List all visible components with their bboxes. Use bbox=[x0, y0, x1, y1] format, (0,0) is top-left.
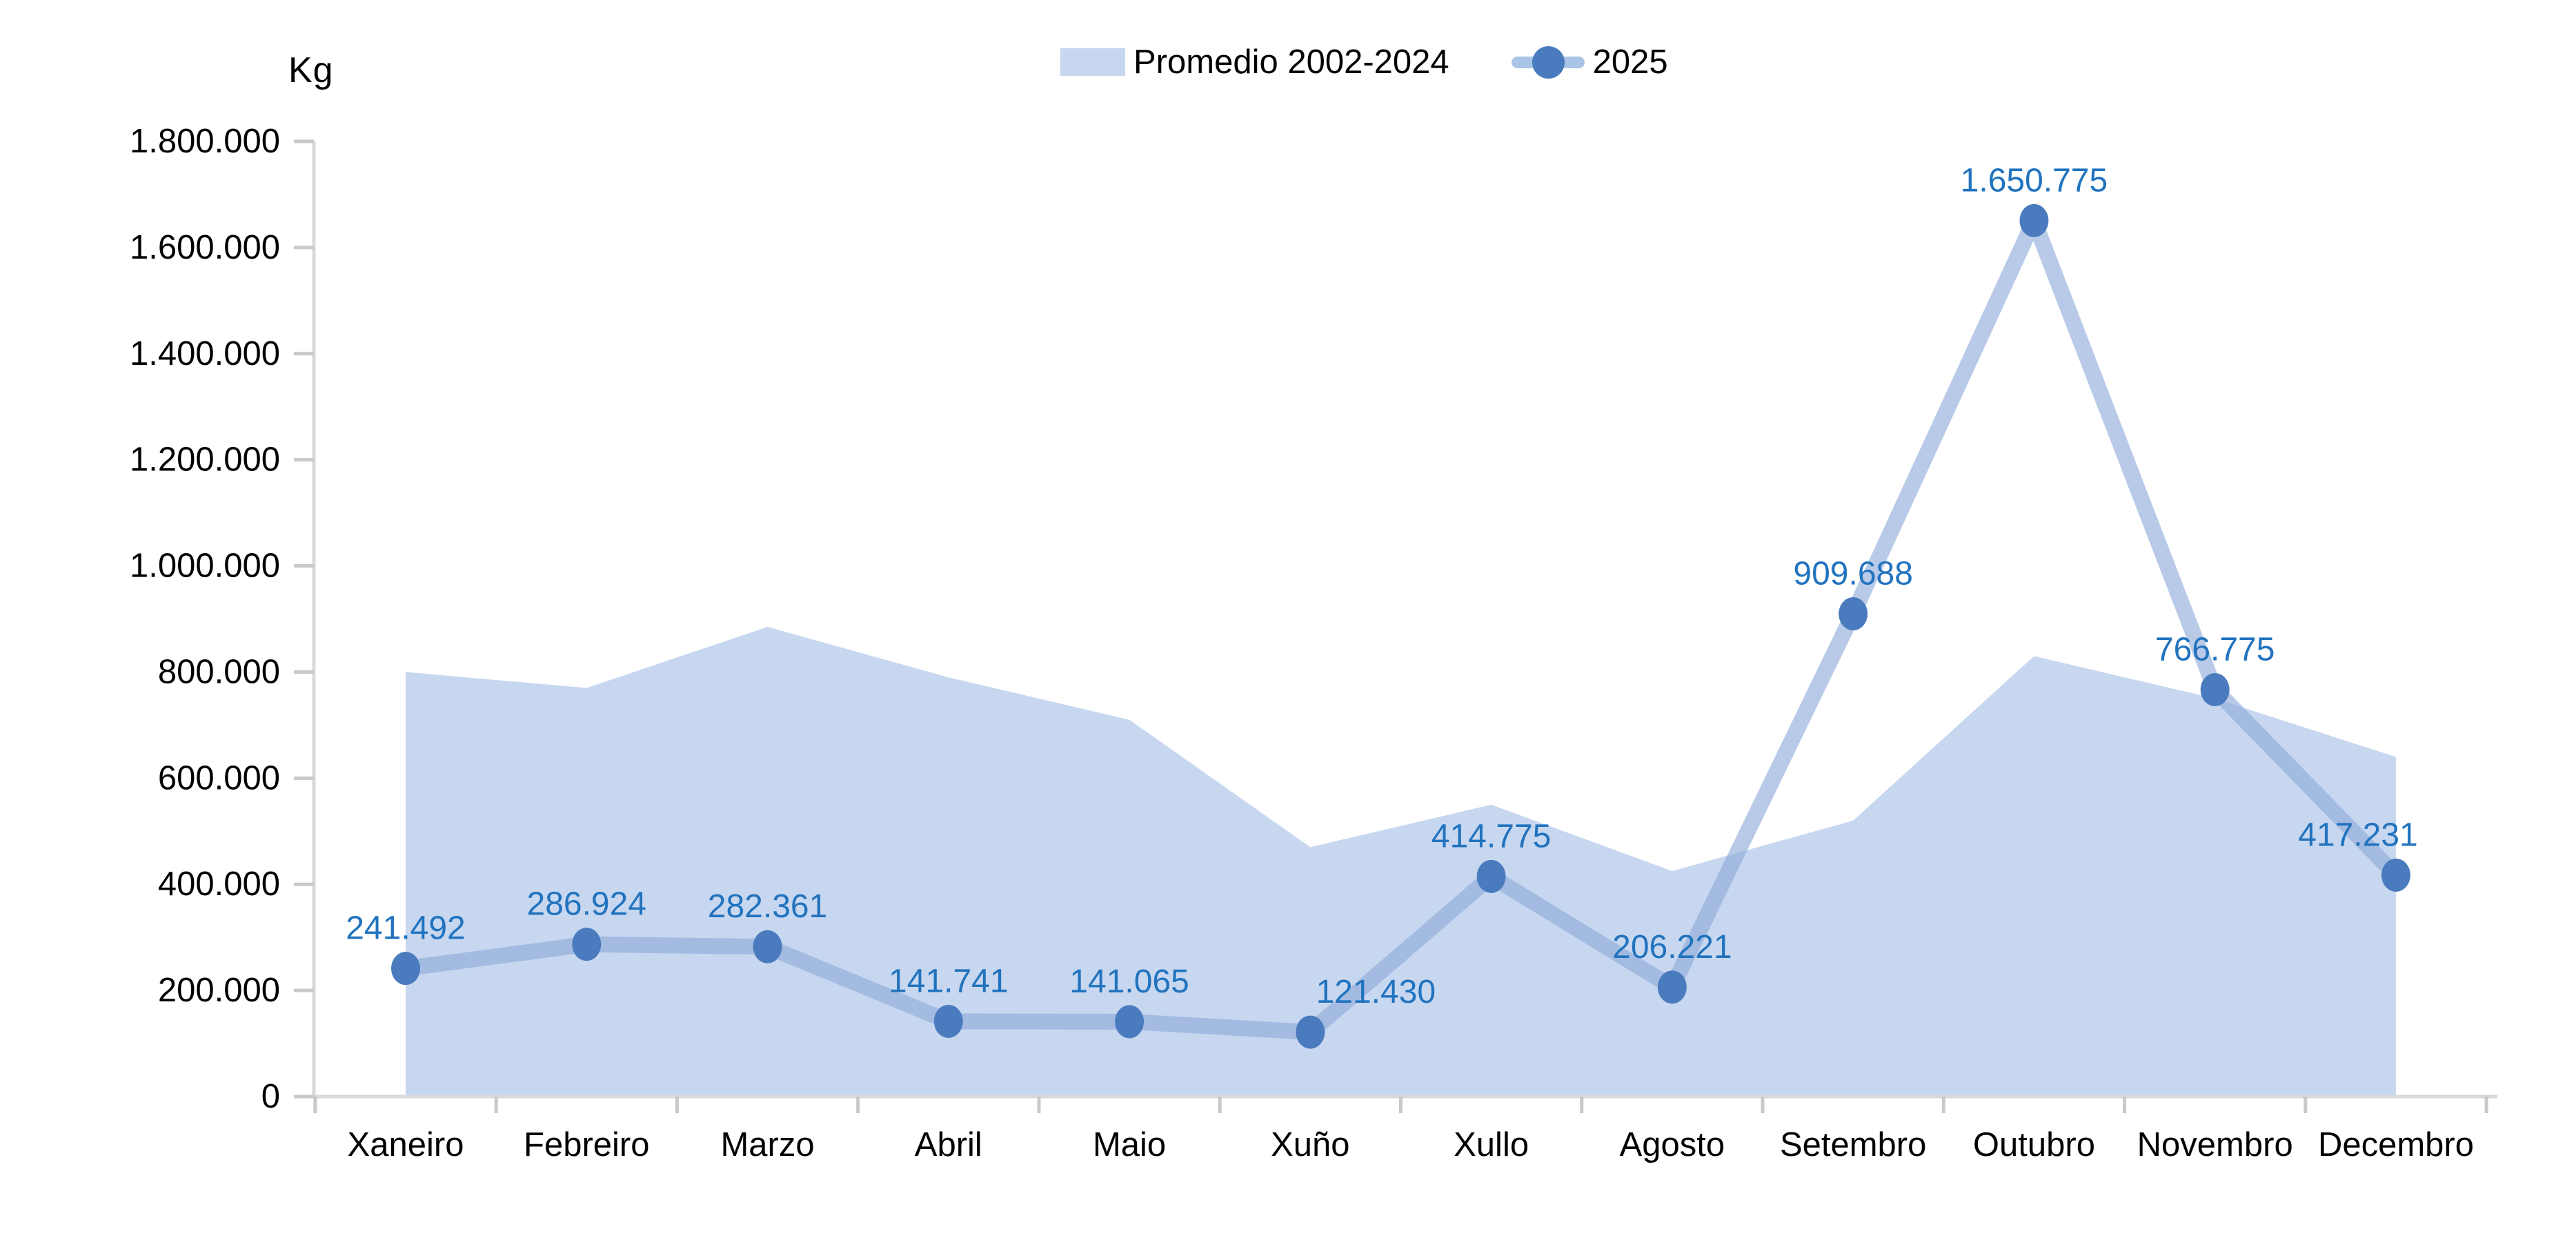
data-point-marker-decembro[interactable] bbox=[2381, 858, 2410, 892]
data-label-marzo: 282.361 bbox=[708, 888, 828, 925]
legend-item-promedio[interactable]: Promedio 2002-2024 bbox=[1060, 43, 1449, 81]
y-tick-label: 1.600.000 bbox=[130, 229, 280, 266]
legend-label-2025: 2025 bbox=[1592, 43, 1668, 81]
y-tick-label: 1.200.000 bbox=[130, 441, 280, 479]
data-label-outubro: 1.650.775 bbox=[1961, 162, 2108, 199]
data-label-setembro: 909.688 bbox=[1793, 556, 1913, 592]
y-tick-label: 400.000 bbox=[158, 866, 280, 903]
data-point-marker-agosto[interactable] bbox=[1657, 970, 1687, 1004]
data-label-febreiro: 286.924 bbox=[527, 886, 647, 923]
data-label-xullo: 414.775 bbox=[1431, 818, 1552, 854]
y-tick-label: 800.000 bbox=[158, 653, 280, 690]
data-label-agosto: 206.221 bbox=[1612, 929, 1732, 966]
data-label-abril: 141.741 bbox=[889, 963, 1009, 999]
data-label-xaneiro: 241.492 bbox=[346, 910, 466, 947]
x-category-label: Febreiro bbox=[524, 1126, 649, 1163]
y-axis-title: Kg bbox=[288, 50, 334, 90]
x-category-label: Xullo bbox=[1454, 1126, 1529, 1163]
x-category-label: Xaneiro bbox=[348, 1126, 464, 1163]
x-category-label: Agosto bbox=[1620, 1126, 1725, 1163]
x-category-label: Xuño bbox=[1271, 1126, 1349, 1163]
data-point-marker-setembro[interactable] bbox=[1839, 597, 1868, 631]
data-point-marker-febreiro[interactable] bbox=[572, 928, 602, 961]
data-point-marker-marzo[interactable] bbox=[753, 930, 782, 963]
y-tick-label: 1.800.000 bbox=[130, 123, 280, 160]
data-point-marker-abril[interactable] bbox=[933, 1004, 963, 1038]
data-point-marker-xaneiro[interactable] bbox=[391, 952, 420, 986]
x-category-label: Setembro bbox=[1780, 1126, 1926, 1163]
x-category-label: Maio bbox=[1093, 1126, 1166, 1163]
y-tick-label: 0 bbox=[261, 1078, 280, 1115]
x-category-label: Abril bbox=[915, 1126, 982, 1163]
data-point-marker-maio[interactable] bbox=[1115, 1005, 1145, 1039]
data-label-novembro: 766.775 bbox=[2155, 632, 2275, 668]
y-tick-label: 1.400.000 bbox=[130, 335, 280, 372]
legend-item-2025[interactable]: 2025 bbox=[1511, 43, 1668, 81]
data-point-marker-outubro[interactable] bbox=[2019, 203, 2049, 237]
data-label-decembro: 417.231 bbox=[2298, 817, 2418, 853]
line-marker-swatch-icon bbox=[1511, 46, 1585, 79]
data-point-marker-novembro[interactable] bbox=[2200, 673, 2230, 707]
x-category-label: Marzo bbox=[720, 1126, 814, 1163]
data-point-marker-xullo[interactable] bbox=[1476, 859, 1506, 893]
y-tick-label: 200.000 bbox=[158, 972, 280, 1009]
line-series-2025[interactable] bbox=[397, 212, 2404, 1041]
y-tick-label: 600.000 bbox=[158, 759, 280, 797]
x-category-label: Decembro bbox=[2318, 1126, 2474, 1163]
x-category-label: Novembro bbox=[2137, 1126, 2293, 1163]
data-point-marker-xuño[interactable] bbox=[1296, 1015, 1325, 1049]
data-label-xuño: 121.430 bbox=[1316, 974, 1436, 1010]
area-swatch-icon bbox=[1060, 48, 1125, 76]
x-category-label: Outubro bbox=[1973, 1126, 2095, 1163]
legend-label-promedio: Promedio 2002-2024 bbox=[1133, 43, 1449, 81]
y-tick-label: 1.000.000 bbox=[130, 548, 280, 585]
area-series-promedio[interactable] bbox=[406, 627, 2396, 1097]
marker-dot-icon bbox=[1532, 46, 1565, 79]
legend: Promedio 2002-2024 2025 bbox=[1060, 41, 1668, 83]
data-label-maio: 141.065 bbox=[1069, 963, 1189, 1000]
